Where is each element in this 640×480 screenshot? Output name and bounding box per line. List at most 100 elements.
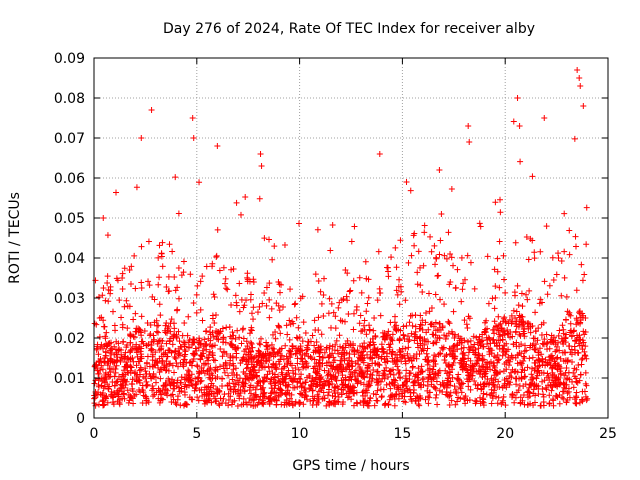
data-point: [146, 370, 153, 377]
data-point: [300, 401, 307, 408]
data-point: [568, 333, 575, 340]
data-point: [479, 395, 486, 402]
data-point: [574, 317, 581, 324]
data-point: [175, 328, 182, 335]
data-point: [476, 333, 483, 340]
data-point: [457, 385, 464, 392]
data-point: [242, 358, 249, 365]
data-point: [111, 373, 118, 380]
data-point: [389, 380, 396, 387]
data-point: [500, 368, 507, 375]
data-point: [211, 293, 218, 300]
data-point: [499, 336, 506, 343]
data-point: [171, 320, 178, 327]
data-point: [104, 280, 111, 287]
data-point: [104, 232, 111, 239]
data-point: [494, 342, 501, 349]
data-point: [266, 236, 273, 243]
data-point: [118, 382, 125, 389]
data-point: [247, 296, 254, 303]
data-point: [247, 339, 254, 346]
data-point: [544, 370, 551, 377]
data-point: [461, 394, 468, 401]
data-point: [442, 359, 449, 366]
data-point: [100, 284, 107, 291]
data-point: [464, 252, 471, 259]
data-point: [514, 369, 521, 376]
data-point: [138, 313, 145, 320]
data-point: [162, 382, 169, 389]
data-point: [426, 308, 433, 315]
data-point: [530, 402, 537, 409]
data-point: [393, 264, 400, 271]
data-point: [292, 350, 299, 357]
data-point: [418, 363, 425, 370]
data-point: [503, 375, 510, 382]
data-point: [516, 343, 523, 350]
data-point: [523, 291, 530, 298]
data-point: [297, 346, 304, 353]
data-point: [234, 344, 241, 351]
data-point: [132, 310, 139, 317]
data-point: [111, 358, 118, 365]
data-point: [389, 337, 396, 344]
data-point: [114, 387, 121, 394]
data-point: [206, 329, 213, 336]
data-point: [572, 243, 579, 250]
data-point: [374, 297, 381, 304]
data-point: [356, 370, 363, 377]
data-point: [396, 349, 403, 356]
data-point: [163, 386, 170, 393]
data-point: [550, 277, 557, 284]
data-point: [297, 376, 304, 383]
data-point: [296, 334, 303, 341]
data-point: [327, 362, 334, 369]
data-point: [465, 338, 472, 345]
data-point: [567, 320, 574, 327]
data-point: [210, 291, 217, 298]
data-point: [531, 255, 538, 262]
data-point: [114, 398, 121, 405]
data-point: [162, 329, 169, 336]
data-point: [357, 343, 364, 350]
data-point: [114, 354, 121, 361]
data-point: [463, 366, 470, 373]
data-point: [339, 344, 346, 351]
data-point: [495, 378, 502, 385]
data-point: [481, 370, 488, 377]
data-point: [430, 366, 437, 373]
data-point: [383, 364, 390, 371]
data-point: [199, 347, 206, 354]
data-point: [210, 382, 217, 389]
data-point: [166, 241, 173, 248]
data-point: [371, 314, 378, 321]
data-point: [475, 345, 482, 352]
data-point: [299, 293, 306, 300]
data-point: [369, 375, 376, 382]
data-point: [286, 373, 293, 380]
data-point: [502, 402, 509, 409]
data-point: [311, 342, 318, 349]
data-point: [138, 279, 145, 286]
data-point: [499, 345, 506, 352]
data-point: [341, 318, 348, 325]
data-point: [102, 383, 109, 390]
data-point: [213, 336, 220, 343]
data-point: [256, 362, 263, 369]
data-point: [380, 333, 387, 340]
data-point: [244, 270, 251, 277]
data-point: [163, 319, 170, 326]
data-point: [121, 265, 128, 272]
data-point: [447, 389, 454, 396]
data-point: [350, 310, 357, 317]
data-point: [377, 312, 384, 319]
data-point: [473, 398, 480, 405]
data-point: [336, 364, 343, 371]
data-point: [454, 341, 461, 348]
data-point: [433, 391, 440, 398]
data-point: [388, 367, 395, 374]
data-point: [484, 363, 491, 370]
data-point: [201, 397, 208, 404]
data-point: [447, 382, 454, 389]
data-point: [490, 360, 497, 367]
